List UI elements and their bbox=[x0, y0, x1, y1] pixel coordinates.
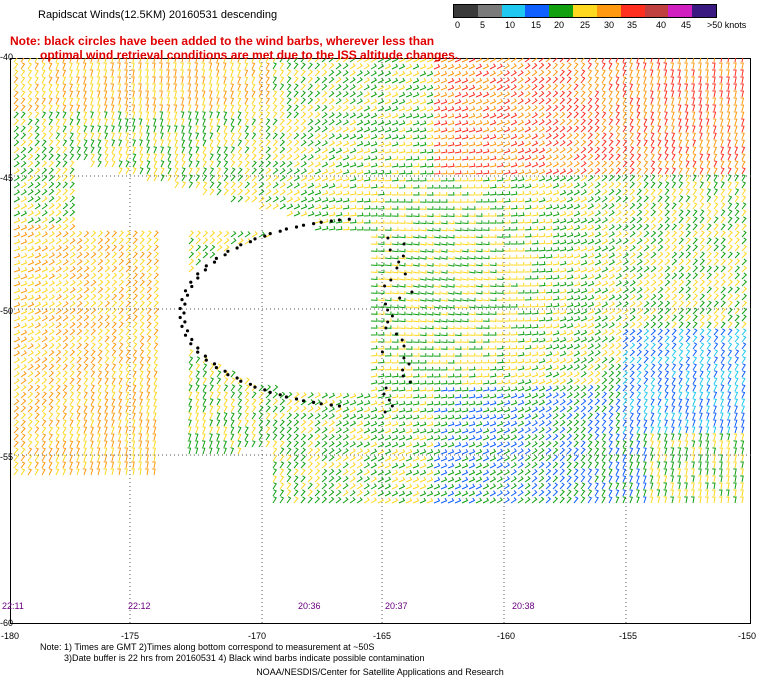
scale-label: 20 bbox=[554, 20, 565, 30]
time-label-4: 20:37 bbox=[385, 601, 408, 611]
scale-swatch bbox=[692, 5, 716, 17]
lat-label-55: -55 bbox=[0, 452, 14, 462]
scale-swatch bbox=[596, 5, 621, 17]
scale-label: 30 bbox=[604, 20, 615, 30]
lon-label-170: -170 bbox=[248, 631, 267, 641]
lat-label-50: -50 bbox=[0, 306, 14, 316]
scale-swatch bbox=[573, 5, 597, 17]
credit-line: NOAA/NESDIS/Center for Satellite Applica… bbox=[256, 667, 504, 677]
scale-swatch bbox=[644, 5, 669, 17]
lon-label-175: -175 bbox=[121, 631, 140, 641]
scale-swatch bbox=[525, 5, 550, 17]
lat-label-40: -40 bbox=[0, 52, 14, 62]
time-label-3: 20:36 bbox=[298, 601, 321, 611]
lat-label-60: -60 bbox=[0, 618, 14, 628]
scale-swatch bbox=[620, 5, 645, 17]
time-label-2: 22:12 bbox=[128, 601, 151, 611]
wind-barb-map bbox=[10, 58, 751, 624]
note-line-1: Note: black circles have been added to t… bbox=[10, 34, 435, 48]
graticule bbox=[10, 58, 751, 624]
scale-swatch bbox=[549, 5, 574, 17]
scale-swatch bbox=[477, 5, 502, 17]
lat-label-45: -45 bbox=[0, 173, 14, 183]
wind-speed-scale-labels: 0 5 10 15 20 25 30 35 40 45 >50 knots bbox=[453, 20, 753, 32]
scale-label: 45 bbox=[681, 20, 692, 30]
scale-label: 0 bbox=[455, 20, 461, 30]
scale-label: 10 bbox=[505, 20, 516, 30]
scale-label: 40 bbox=[656, 20, 667, 30]
lon-label-155: -155 bbox=[619, 631, 638, 641]
footnote-line-2: 3)Date buffer is 22 hrs from 20160531 4)… bbox=[64, 653, 425, 663]
lon-label-160: -160 bbox=[497, 631, 516, 641]
wind-speed-color-scale bbox=[453, 4, 717, 18]
scale-swatch bbox=[454, 5, 478, 17]
lon-label-150: -150 bbox=[738, 631, 757, 641]
scale-label: 35 bbox=[627, 20, 638, 30]
map-frame bbox=[10, 58, 751, 624]
scale-swatch bbox=[668, 5, 693, 17]
lon-label-180: -180 bbox=[1, 631, 20, 641]
scale-label: 5 bbox=[480, 20, 486, 30]
scale-label: >50 knots bbox=[707, 20, 747, 30]
scale-swatch bbox=[501, 5, 526, 17]
note-line-2: optimal wind retrieval conditions are me… bbox=[40, 48, 459, 62]
scale-label: 15 bbox=[531, 20, 542, 30]
wind-barbs bbox=[13, 58, 748, 504]
time-label-5: 20:38 bbox=[512, 601, 535, 611]
contamination-markers bbox=[178, 217, 414, 414]
footnote-line-1: Note: 1) Times are GMT 2)Times along bot… bbox=[40, 642, 375, 652]
time-label-1: 22:11 bbox=[2, 601, 24, 611]
map-title: Rapidscat Winds(12.5KM) 20160531 descend… bbox=[38, 9, 278, 21]
lon-label-165: -165 bbox=[373, 631, 392, 641]
scale-label: 25 bbox=[580, 20, 591, 30]
